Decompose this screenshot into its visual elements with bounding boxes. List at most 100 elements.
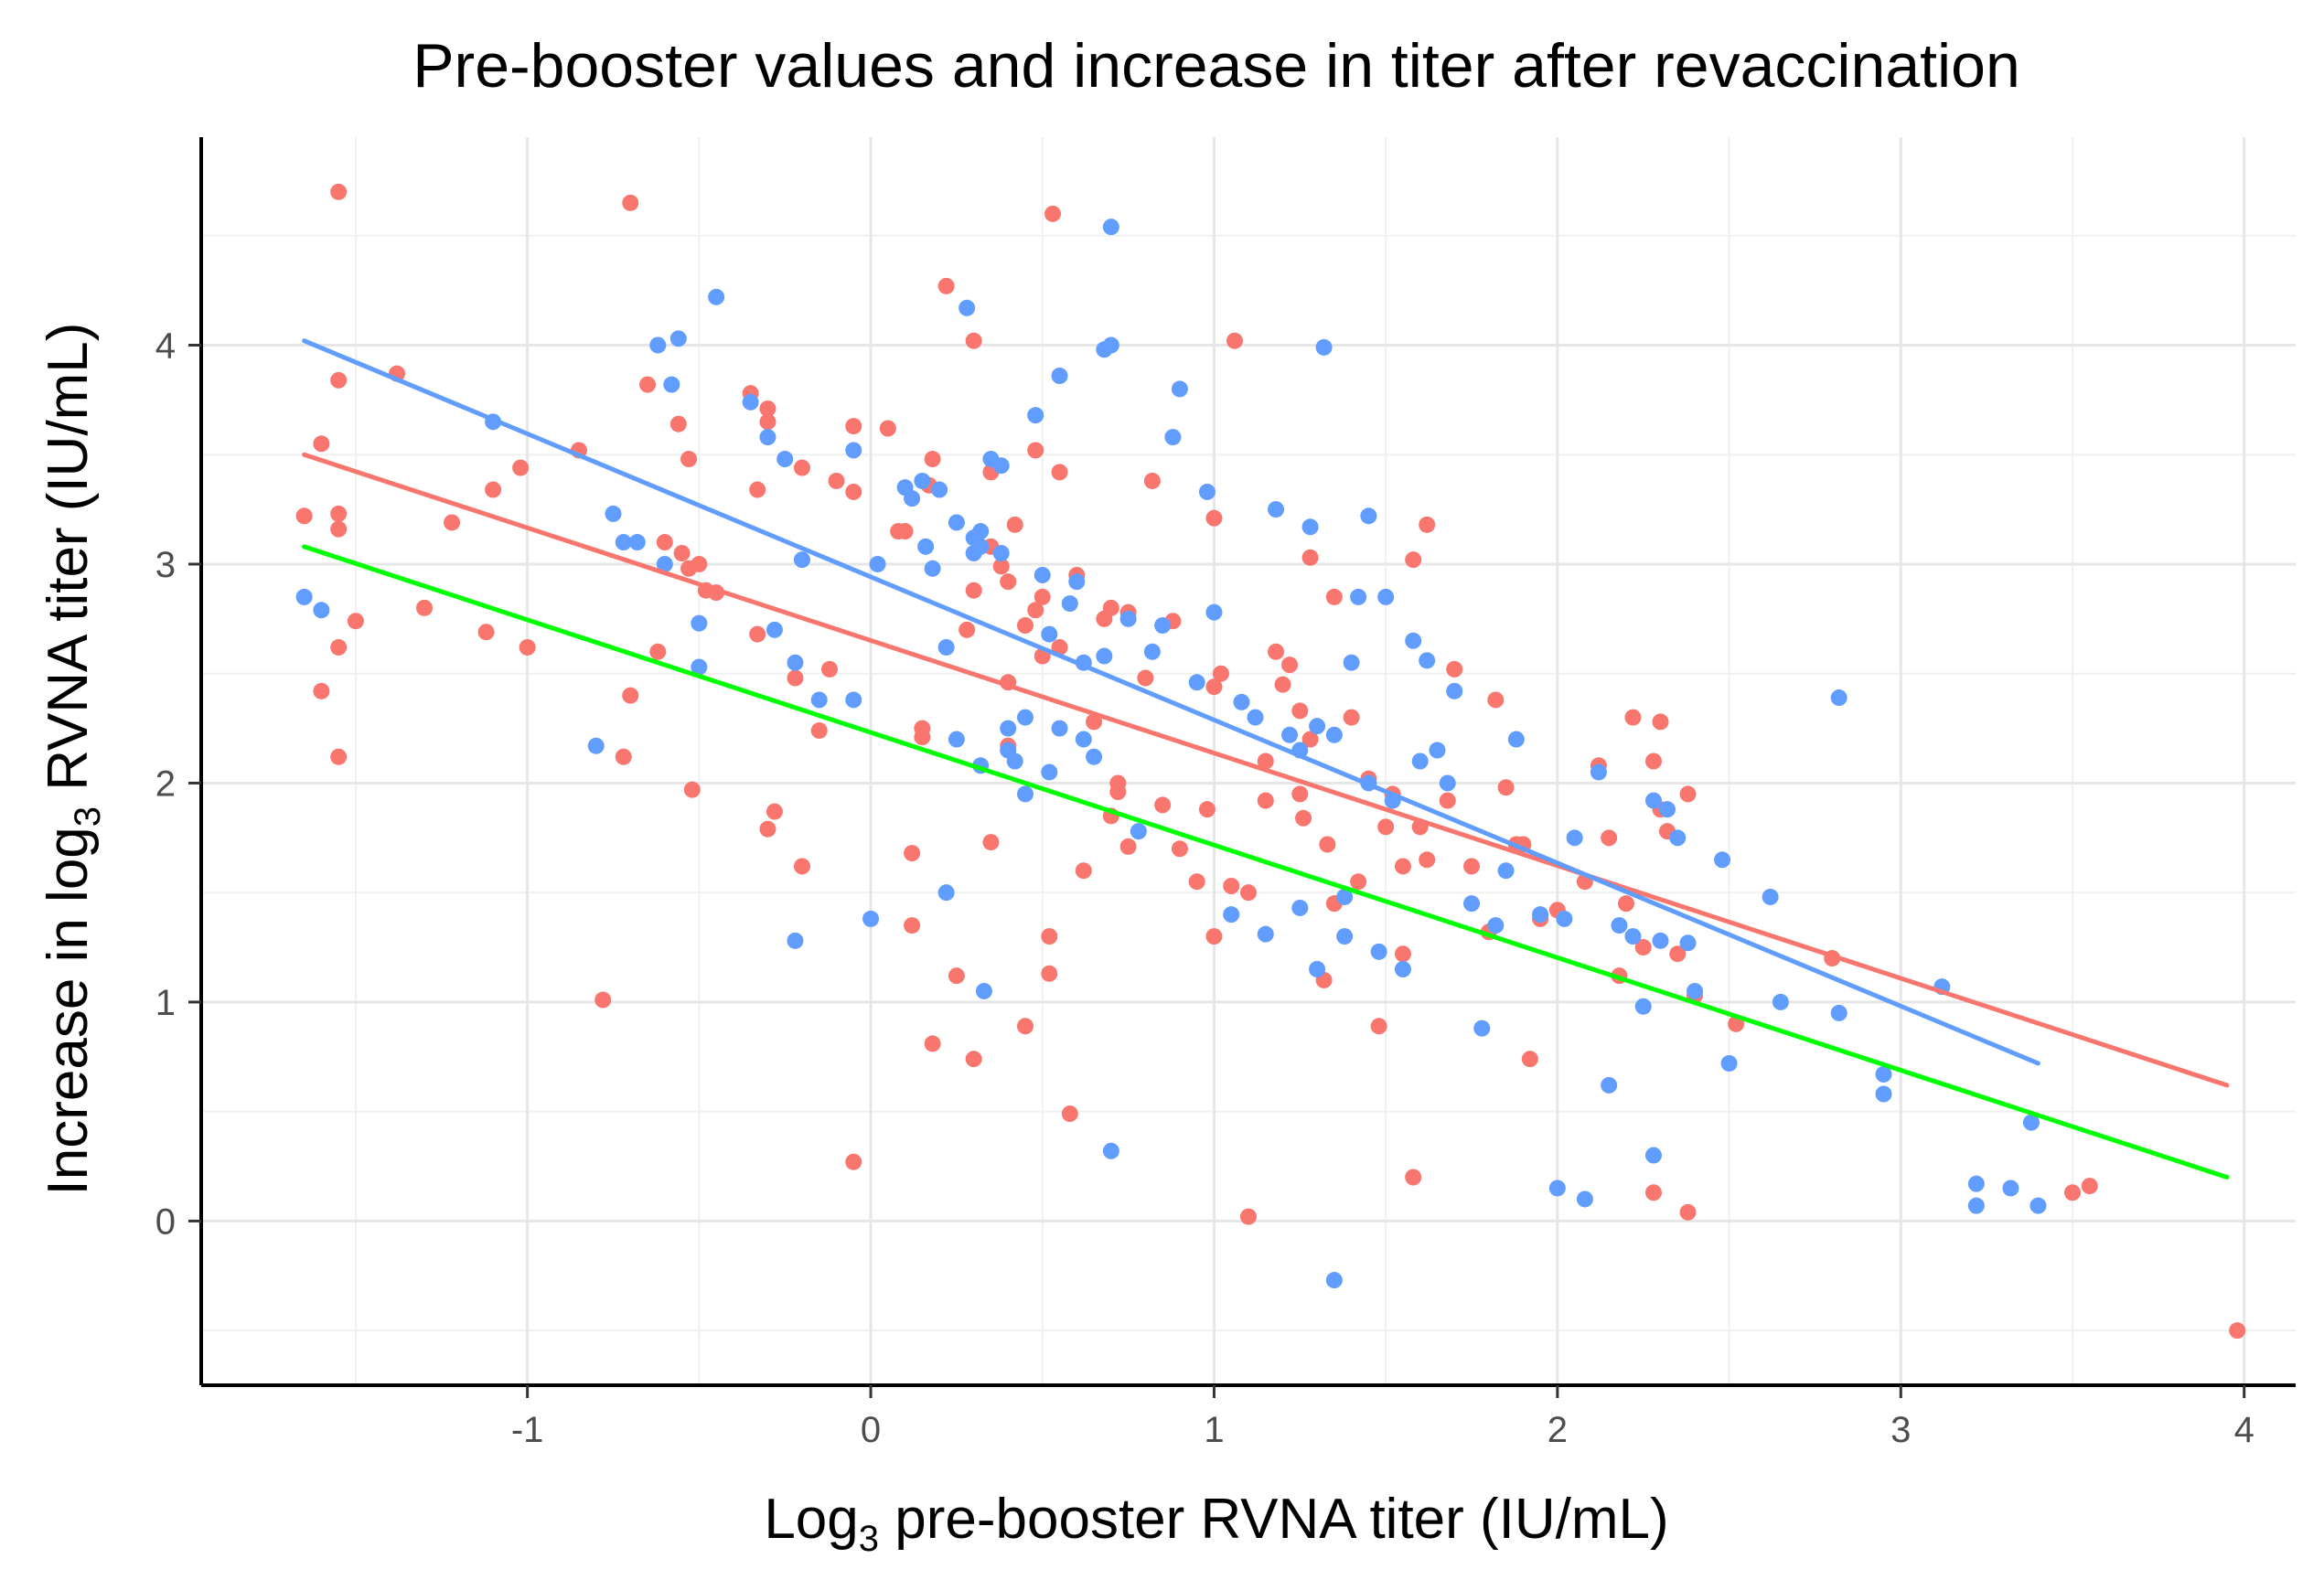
data-point-series-2 bbox=[649, 336, 667, 354]
data-point-series-2 bbox=[669, 330, 687, 347]
data-point-series-1 bbox=[937, 277, 955, 294]
data-point-series-1 bbox=[656, 534, 673, 551]
data-point-series-2 bbox=[1188, 674, 1205, 691]
data-point-series-1 bbox=[879, 420, 896, 437]
data-point-series-1 bbox=[1394, 858, 1411, 875]
data-point-series-1 bbox=[1405, 1169, 1422, 1186]
data-point-series-1 bbox=[1205, 678, 1223, 696]
data-point-series-2 bbox=[587, 737, 605, 754]
x-axis-title-pre: Log bbox=[764, 1488, 858, 1551]
data-point-series-2 bbox=[787, 654, 804, 671]
data-point-series-1 bbox=[1487, 691, 1505, 709]
data-point-series-2 bbox=[1281, 726, 1299, 743]
data-point-series-1 bbox=[1257, 753, 1274, 770]
data-point-series-2 bbox=[1473, 1020, 1491, 1037]
data-point-series-2 bbox=[1198, 483, 1216, 500]
data-point-series-2 bbox=[787, 932, 804, 949]
data-point-series-2 bbox=[1016, 709, 1033, 726]
tick-labels: -1 0 1 2 3 4 0 1 2 3 4 bbox=[155, 326, 2254, 1451]
data-point-series-1 bbox=[965, 582, 982, 599]
data-point-series-2 bbox=[1291, 899, 1309, 916]
data-point-series-1 bbox=[1109, 774, 1127, 792]
data-point-series-2 bbox=[1644, 792, 1662, 809]
data-point-series-1 bbox=[1634, 939, 1652, 956]
data-point-series-2 bbox=[1875, 1085, 1892, 1103]
data-point-series-2 bbox=[845, 442, 862, 459]
data-point-series-2 bbox=[313, 602, 330, 619]
y-tick-label: 2 bbox=[155, 763, 176, 804]
data-point-series-2 bbox=[776, 451, 794, 468]
data-point-series-1 bbox=[1669, 945, 1687, 963]
data-point-series-2 bbox=[1429, 742, 1446, 759]
data-point-series-1 bbox=[828, 472, 845, 489]
data-point-series-2 bbox=[295, 588, 313, 605]
data-point-series-1 bbox=[330, 505, 348, 522]
data-point-series-1 bbox=[845, 483, 862, 500]
data-point-series-2 bbox=[1967, 1197, 1985, 1214]
data-point-series-1 bbox=[313, 682, 330, 699]
data-point-series-2 bbox=[1119, 610, 1137, 627]
data-point-series-2 bbox=[2029, 1197, 2047, 1214]
data-point-series-1 bbox=[2081, 1178, 2098, 1195]
data-point-series-2 bbox=[1679, 934, 1697, 952]
data-point-series-2 bbox=[972, 523, 990, 540]
data-point-series-1 bbox=[1624, 709, 1642, 726]
data-point-series-2 bbox=[1102, 219, 1119, 236]
data-point-series-1 bbox=[1343, 709, 1360, 726]
data-point-series-2 bbox=[948, 731, 965, 748]
data-point-series-2 bbox=[810, 691, 828, 709]
data-point-series-1 bbox=[1652, 713, 1669, 731]
data-point-series-1 bbox=[1419, 851, 1436, 869]
data-point-series-2 bbox=[1033, 566, 1051, 583]
data-point-series-2 bbox=[1439, 774, 1456, 792]
data-point-series-2 bbox=[1532, 906, 1549, 923]
data-point-series-1 bbox=[2229, 1322, 2246, 1340]
data-point-series-2 bbox=[1687, 982, 1704, 999]
data-point-series-1 bbox=[1041, 965, 1058, 982]
data-point-series-2 bbox=[1325, 726, 1343, 743]
data-point-series-1 bbox=[914, 720, 931, 737]
data-point-series-2 bbox=[1446, 682, 1463, 699]
data-point-series-2 bbox=[708, 288, 725, 305]
data-point-series-1 bbox=[330, 748, 348, 765]
data-point-series-1 bbox=[1679, 1203, 1697, 1221]
data-point-series-1 bbox=[1143, 472, 1161, 489]
data-point-series-2 bbox=[1309, 718, 1326, 735]
grid bbox=[201, 137, 2296, 1385]
data-point-series-2 bbox=[1006, 753, 1023, 770]
data-point-series-1 bbox=[1325, 588, 1343, 605]
data-point-series-2 bbox=[2022, 1114, 2040, 1131]
data-point-series-2 bbox=[1164, 429, 1182, 446]
x-tick-label: -1 bbox=[511, 1410, 544, 1450]
data-point-series-1 bbox=[347, 613, 364, 630]
data-point-series-1 bbox=[924, 1035, 941, 1052]
data-point-series-1 bbox=[1295, 809, 1312, 827]
y-axis-title-subscript: 3 bbox=[68, 806, 108, 827]
data-point-series-2 bbox=[1497, 862, 1515, 880]
data-point-series-1 bbox=[1644, 753, 1662, 770]
data-point-series-2 bbox=[1634, 998, 1652, 1015]
data-point-series-1 bbox=[330, 520, 348, 538]
data-point-series-1 bbox=[622, 687, 639, 704]
data-point-series-2 bbox=[663, 376, 680, 393]
y-axis-title: Increase in log3 RVNA titer (IU/mL) bbox=[37, 323, 108, 1196]
data-point-series-2 bbox=[1051, 368, 1068, 385]
data-point-series-2 bbox=[1068, 573, 1086, 591]
data-point-series-2 bbox=[862, 910, 880, 927]
data-point-series-2 bbox=[605, 505, 622, 522]
data-point-series-1 bbox=[330, 638, 348, 656]
data-point-series-2 bbox=[1714, 851, 1731, 869]
data-point-series-1 bbox=[810, 721, 828, 739]
data-point-series-1 bbox=[1350, 873, 1367, 891]
data-point-series-1 bbox=[683, 781, 701, 798]
data-point-series-1 bbox=[959, 621, 976, 638]
data-point-series-2 bbox=[1130, 823, 1147, 840]
data-point-series-1 bbox=[444, 514, 461, 531]
data-point-series-2 bbox=[972, 538, 990, 555]
chart-title: Pre-booster values and increase in titer… bbox=[412, 31, 2020, 101]
data-point-series-1 bbox=[821, 660, 838, 678]
data-point-series-2 bbox=[1360, 507, 1377, 525]
data-point-series-2 bbox=[1463, 895, 1481, 913]
data-point-series-1 bbox=[1617, 895, 1634, 913]
